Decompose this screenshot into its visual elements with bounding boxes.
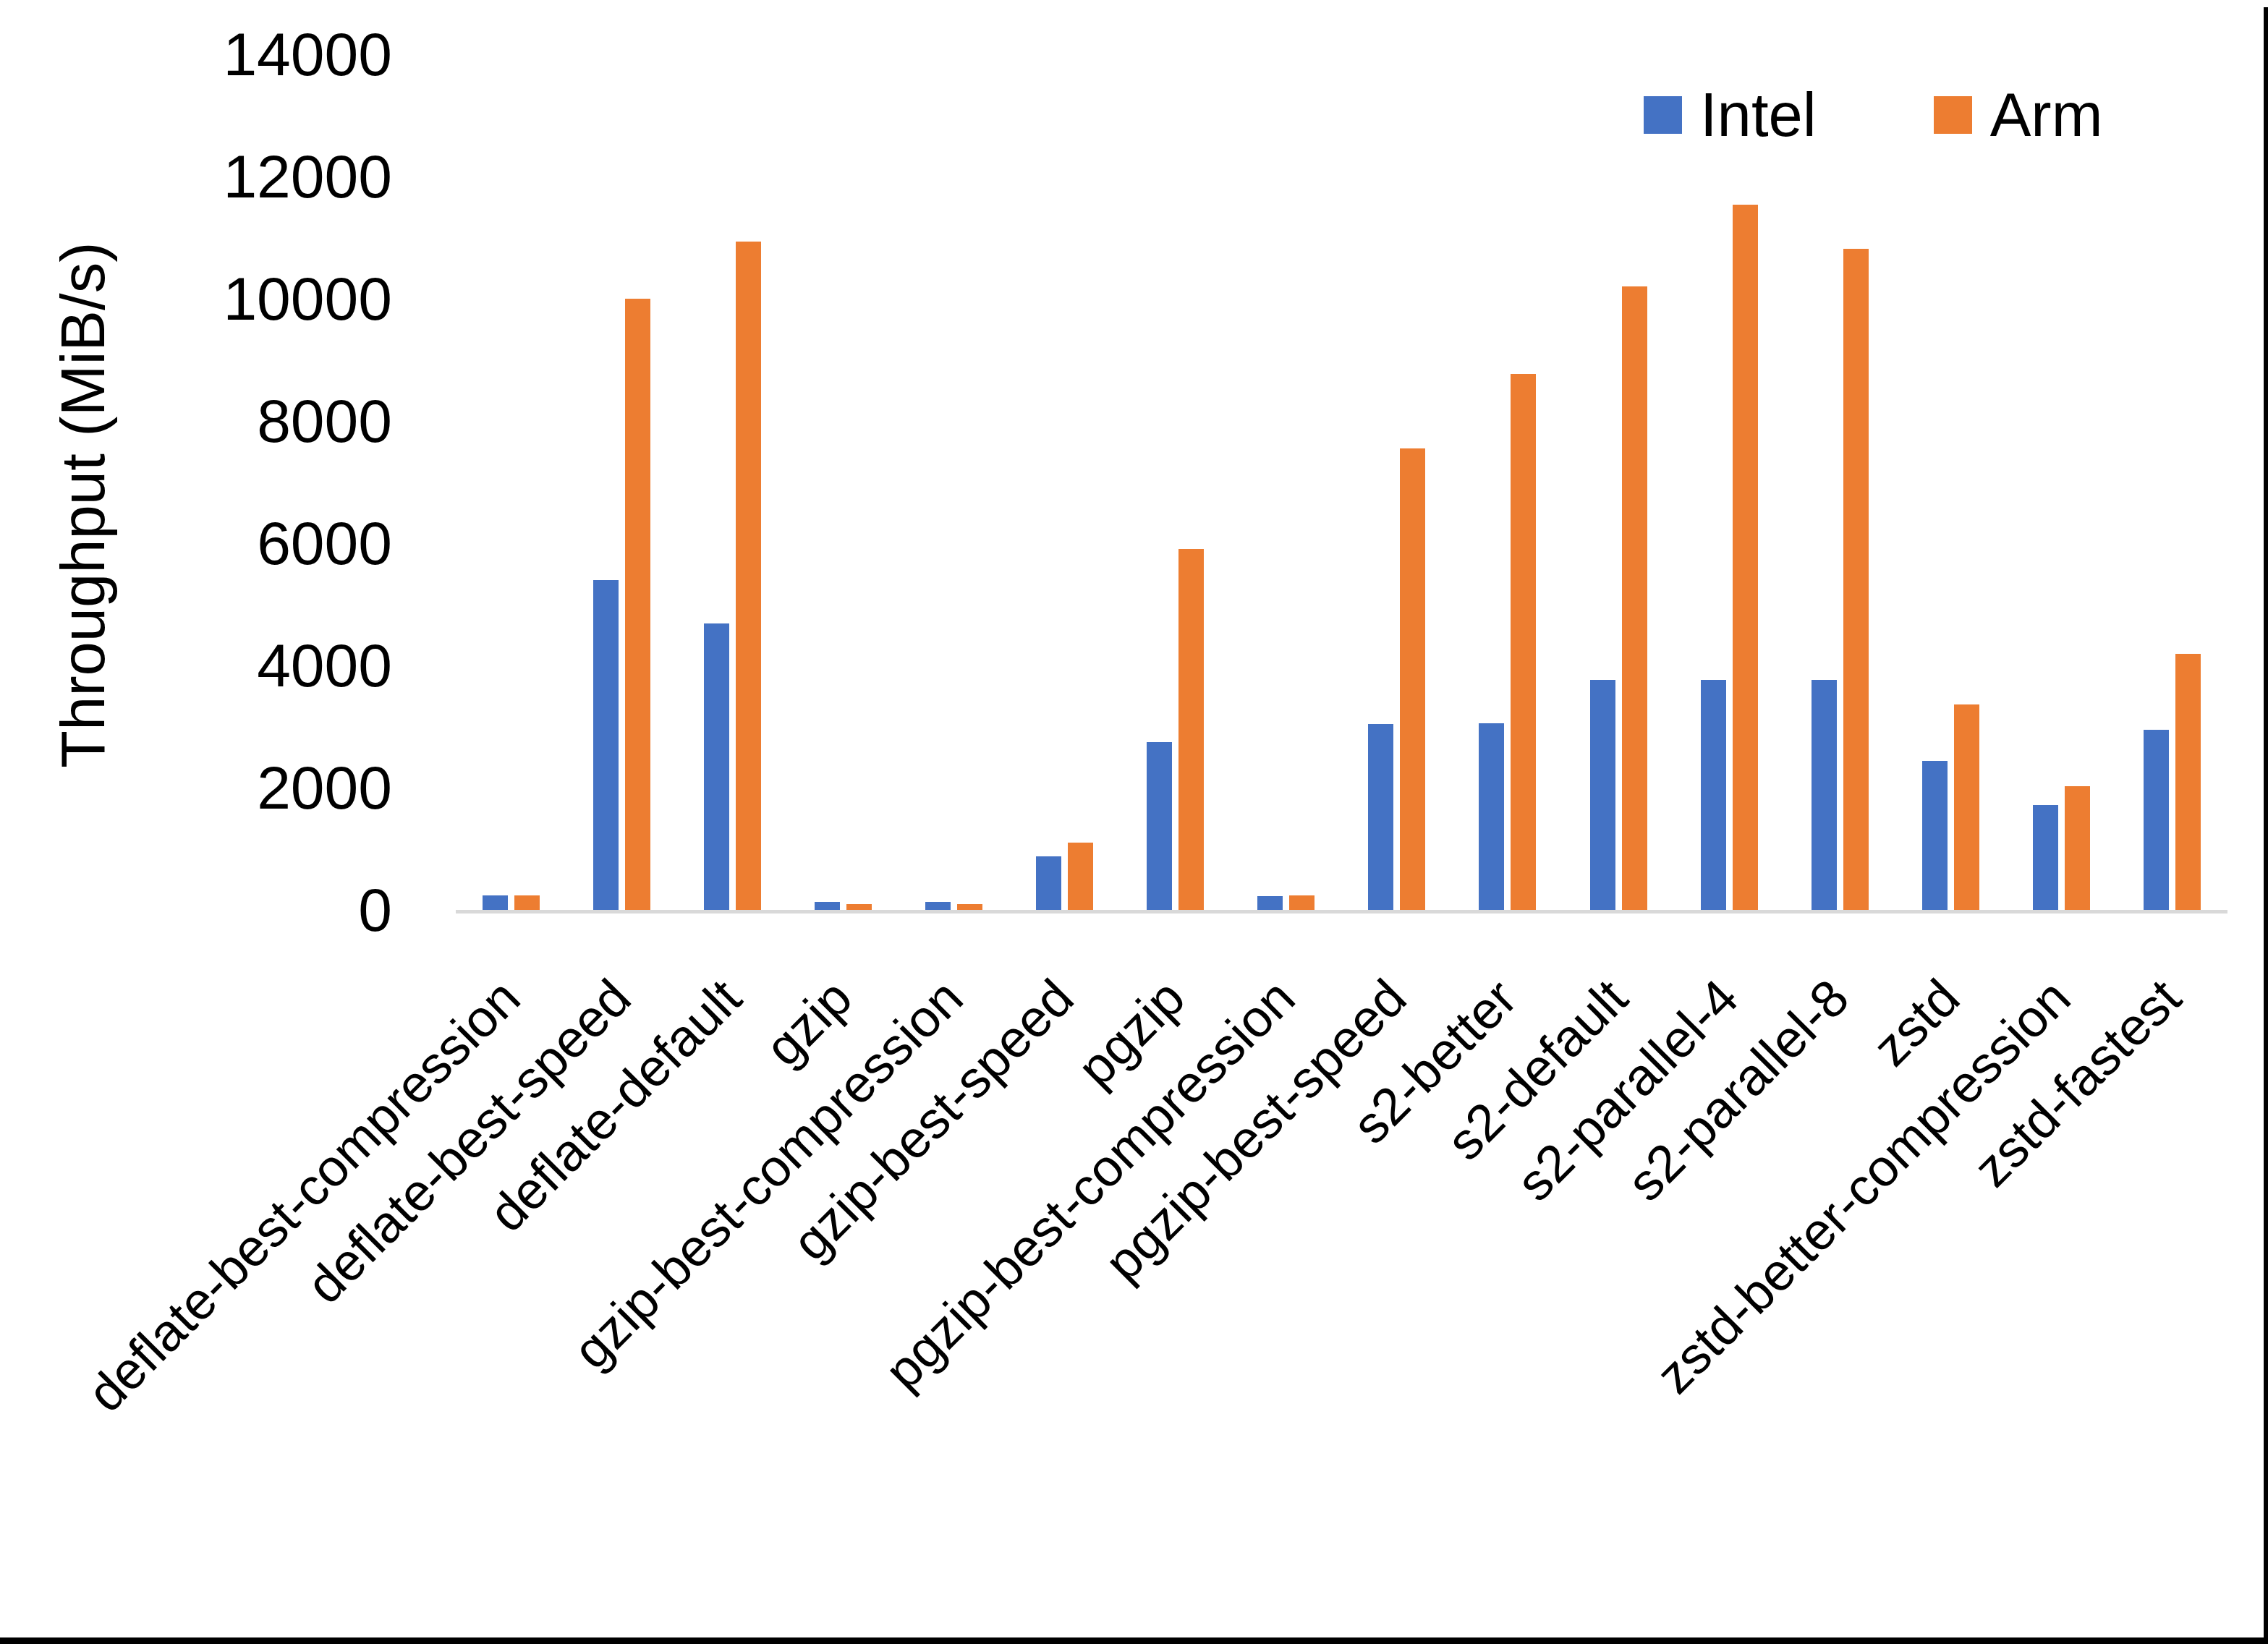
x-axis-label-deflate-best-compression: deflate-best-compression: [75, 968, 531, 1423]
legend-label-arm: Arm: [1990, 80, 2103, 150]
y-tick-label-8000: 8000: [88, 391, 392, 451]
bar-arm-deflate-best-compression: [514, 895, 540, 910]
y-tick-label-12000: 12000: [88, 146, 392, 207]
bar-arm-pgzip-best-speed: [1400, 448, 1425, 910]
legend: Intel Arm: [1644, 83, 2102, 147]
y-tick-label-2000: 2000: [88, 757, 392, 818]
bottom-border: [0, 1637, 2268, 1644]
legend-label-intel: Intel: [1700, 80, 1817, 150]
bar-arm-s2-better: [1511, 374, 1536, 910]
bar-arm-deflate-best-speed: [625, 299, 650, 910]
bar-intel-deflate-best-compression: [483, 895, 508, 910]
bar-intel-zstd: [1922, 761, 1948, 910]
bar-arm-deflate-default: [736, 242, 761, 910]
bar-intel-zstd-better-compression: [2033, 805, 2058, 910]
bar-intel-gzip: [815, 902, 840, 910]
bar-intel-pgzip: [1147, 742, 1172, 910]
bar-intel-s2-better: [1479, 723, 1504, 910]
bar-intel-s2-default: [1590, 680, 1615, 910]
bar-intel-pgzip-best-speed: [1368, 724, 1393, 910]
bar-arm-s2-default: [1622, 286, 1647, 910]
bar-arm-zstd-fastest: [2175, 654, 2201, 910]
y-tick-label-14000: 14000: [88, 24, 392, 85]
bar-arm-s2-parallel-8: [1843, 249, 1869, 910]
bar-arm-zstd: [1954, 704, 1979, 910]
bar-arm-pgzip-best-compression: [1289, 895, 1314, 910]
legend-swatch-intel: [1644, 96, 1682, 134]
y-tick-label-4000: 4000: [88, 635, 392, 696]
bar-arm-zstd-better-compression: [2065, 786, 2090, 910]
bar-intel-zstd-fastest: [2144, 730, 2169, 910]
bar-arm-s2-parallel-4: [1733, 205, 1758, 910]
bar-arm-gzip: [846, 904, 872, 910]
bar-arm-gzip-best-speed: [1068, 843, 1093, 910]
bar-intel-pgzip-best-compression: [1257, 896, 1283, 910]
bar-intel-s2-parallel-8: [1812, 680, 1837, 910]
x-axis-line: [456, 910, 2228, 913]
legend-swatch-arm: [1934, 96, 1972, 134]
bar-intel-gzip-best-compression: [925, 902, 951, 910]
y-tick-label-10000: 10000: [88, 268, 392, 329]
bar-intel-deflate-default: [704, 623, 729, 910]
bar-intel-deflate-best-speed: [593, 580, 619, 910]
bar-intel-s2-parallel-4: [1701, 680, 1726, 910]
y-tick-label-6000: 6000: [88, 513, 392, 574]
bar-arm-gzip-best-compression: [957, 904, 982, 910]
right-border: [2264, 7, 2268, 1644]
bar-arm-pgzip: [1178, 549, 1204, 910]
bar-intel-gzip-best-speed: [1036, 856, 1061, 910]
y-tick-label-0: 0: [88, 880, 392, 940]
